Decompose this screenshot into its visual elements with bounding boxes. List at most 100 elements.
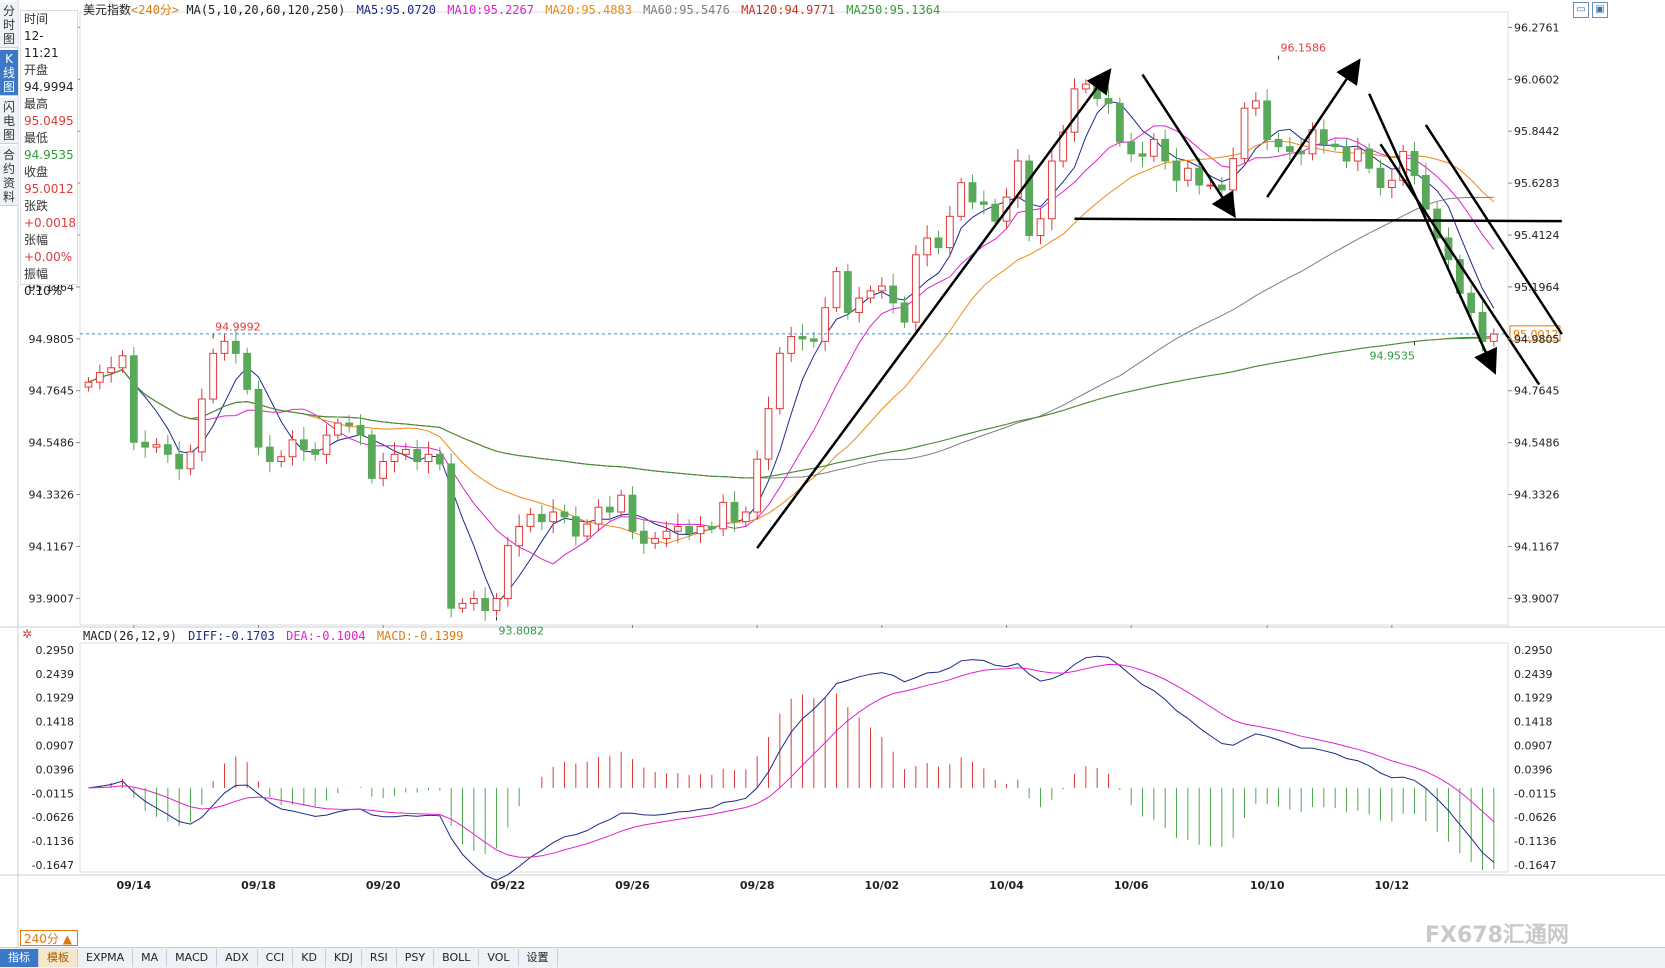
candle-body (1353, 148, 1362, 162)
indicator-tab-0[interactable]: 指标 (0, 949, 39, 967)
high-value: 95.0495 (24, 114, 74, 128)
macd-tick-label-left: -0.1136 (32, 835, 74, 848)
candle-body (469, 598, 478, 604)
price-tick-label: 94.3326 (1514, 489, 1560, 502)
candle-body (1478, 311, 1487, 342)
period-select[interactable]: 240分 ▲ (20, 930, 78, 946)
sidebar-tab-1[interactable]: K线图 (0, 50, 18, 96)
indicator-tab-9[interactable]: RSI (362, 949, 397, 967)
candle-body (991, 203, 1000, 222)
macd-tick-label: -0.1647 (1514, 859, 1556, 872)
pct-value: +0.00% (24, 250, 73, 264)
indicator-tab-6[interactable]: CCI (258, 949, 294, 967)
indicator-tab-5[interactable]: ADX (217, 949, 258, 967)
candle-body (311, 449, 320, 455)
candle-body (968, 182, 977, 203)
date-tick-label: 09/22 (491, 879, 526, 892)
candle-body (1387, 179, 1396, 188)
candle-body (560, 511, 569, 518)
price-panel-border (79, 11, 1509, 626)
price-tick-label: 96.0602 (1514, 73, 1560, 86)
macd-tick-label-left: 0.0396 (36, 763, 75, 776)
candle-body (277, 456, 286, 463)
trend-drawings (756, 58, 1563, 549)
candle-body (1025, 160, 1034, 237)
window-buttons: ▭ ▣ (1573, 2, 1608, 18)
open-value: 94.9994 (24, 80, 74, 94)
price-tick-label: 94.5486 (1514, 437, 1560, 450)
trend-line (756, 68, 1112, 549)
candle-body (583, 523, 592, 537)
candle-body (129, 355, 138, 443)
candle-body (447, 463, 456, 609)
sidebar-tab-3[interactable]: 合约资料 (0, 146, 18, 206)
low-label: 最低 (24, 131, 49, 145)
trend-line (1266, 58, 1361, 198)
info-panel: 时间 12-11:21 开盘 94.9994 最高 95.0495 最低 94.… (20, 10, 78, 298)
candle-body (798, 336, 807, 340)
trend-line (1379, 143, 1541, 386)
candle-body (243, 352, 252, 390)
open-label: 开盘 (24, 63, 49, 77)
candle-body (1410, 150, 1419, 176)
price-tick-label: 95.8442 (1514, 125, 1560, 138)
macd-tick-label: 0.2950 (1514, 644, 1553, 657)
macd-tick-label: -0.1136 (1514, 835, 1556, 848)
indicator-tab-12[interactable]: VOL (479, 949, 519, 967)
amp-value: 0.10% (24, 284, 63, 298)
settings-gear-icon[interactable]: ✲ (22, 627, 33, 641)
ma-label: MA(5,10,20,60,120,250) (186, 3, 346, 17)
candle-body (84, 381, 93, 388)
indicator-tab-13[interactable]: 设置 (519, 949, 558, 967)
indicator-tab-4[interactable]: MACD (167, 949, 218, 967)
candle-body (186, 451, 195, 470)
macd-tick-label-left: 0.2950 (36, 644, 75, 657)
date-tick-label: 09/26 (615, 879, 650, 892)
candle-body (549, 511, 558, 523)
sidebar-tab-0[interactable]: 分时图 (0, 2, 18, 48)
candle-body (843, 271, 852, 313)
price-tick-label: 95.4124 (1514, 229, 1560, 242)
candle-body (764, 408, 773, 460)
price-tick-label-left: 94.9805 (29, 333, 75, 346)
indicator-tab-2[interactable]: EXPMA (78, 949, 134, 967)
indicator-tab-1[interactable]: 模板 (39, 949, 78, 967)
macd-tick-label-left: -0.0626 (32, 811, 74, 824)
restore-icon[interactable]: ▭ (1573, 2, 1589, 18)
time-label: 时间 (24, 12, 49, 26)
indicator-tab-3[interactable]: MA (133, 949, 168, 967)
candle-body (1115, 102, 1124, 143)
trend-line (1368, 93, 1498, 375)
candle-body (492, 598, 501, 612)
indicator-tab-10[interactable]: PSY (397, 949, 435, 967)
candle-body (1342, 146, 1351, 162)
price-tick-label: 94.9805 (1514, 333, 1560, 346)
candle-body (356, 424, 365, 436)
close-label: 收盘 (24, 165, 49, 179)
indicator-tab-8[interactable]: KDJ (326, 949, 362, 967)
price-tick-label-left: 94.3326 (29, 489, 75, 502)
time-value: 12-11:21 (24, 29, 59, 60)
candle-body (594, 506, 603, 525)
candle-body (367, 434, 376, 479)
candle-body (424, 453, 433, 463)
annotation-label: 96.1586 (1281, 42, 1327, 55)
macd-tick-label: 0.0396 (1514, 763, 1553, 776)
candle-body (1285, 146, 1294, 152)
candle-body (152, 444, 161, 448)
candle-body (107, 367, 116, 374)
close-value: 95.0012 (24, 182, 74, 196)
candle-body (889, 285, 898, 304)
date-tick-label: 10/02 (865, 879, 900, 892)
price-tick-label: 93.9007 (1514, 592, 1560, 605)
price-tick-label-left: 94.7645 (29, 385, 75, 398)
low-value: 94.9535 (24, 148, 74, 162)
candle-body (515, 525, 524, 547)
indicator-tab-11[interactable]: BOLL (434, 949, 480, 967)
ma20-line (88, 140, 1495, 545)
candle-body (1138, 153, 1147, 157)
price-annotations: 94.9992 93.8082 96.1586 94.9535 (212, 42, 1415, 638)
maximize-icon[interactable]: ▣ (1592, 2, 1608, 18)
sidebar-tab-2[interactable]: 闪电图 (0, 98, 18, 144)
indicator-tab-7[interactable]: KD (293, 949, 326, 967)
